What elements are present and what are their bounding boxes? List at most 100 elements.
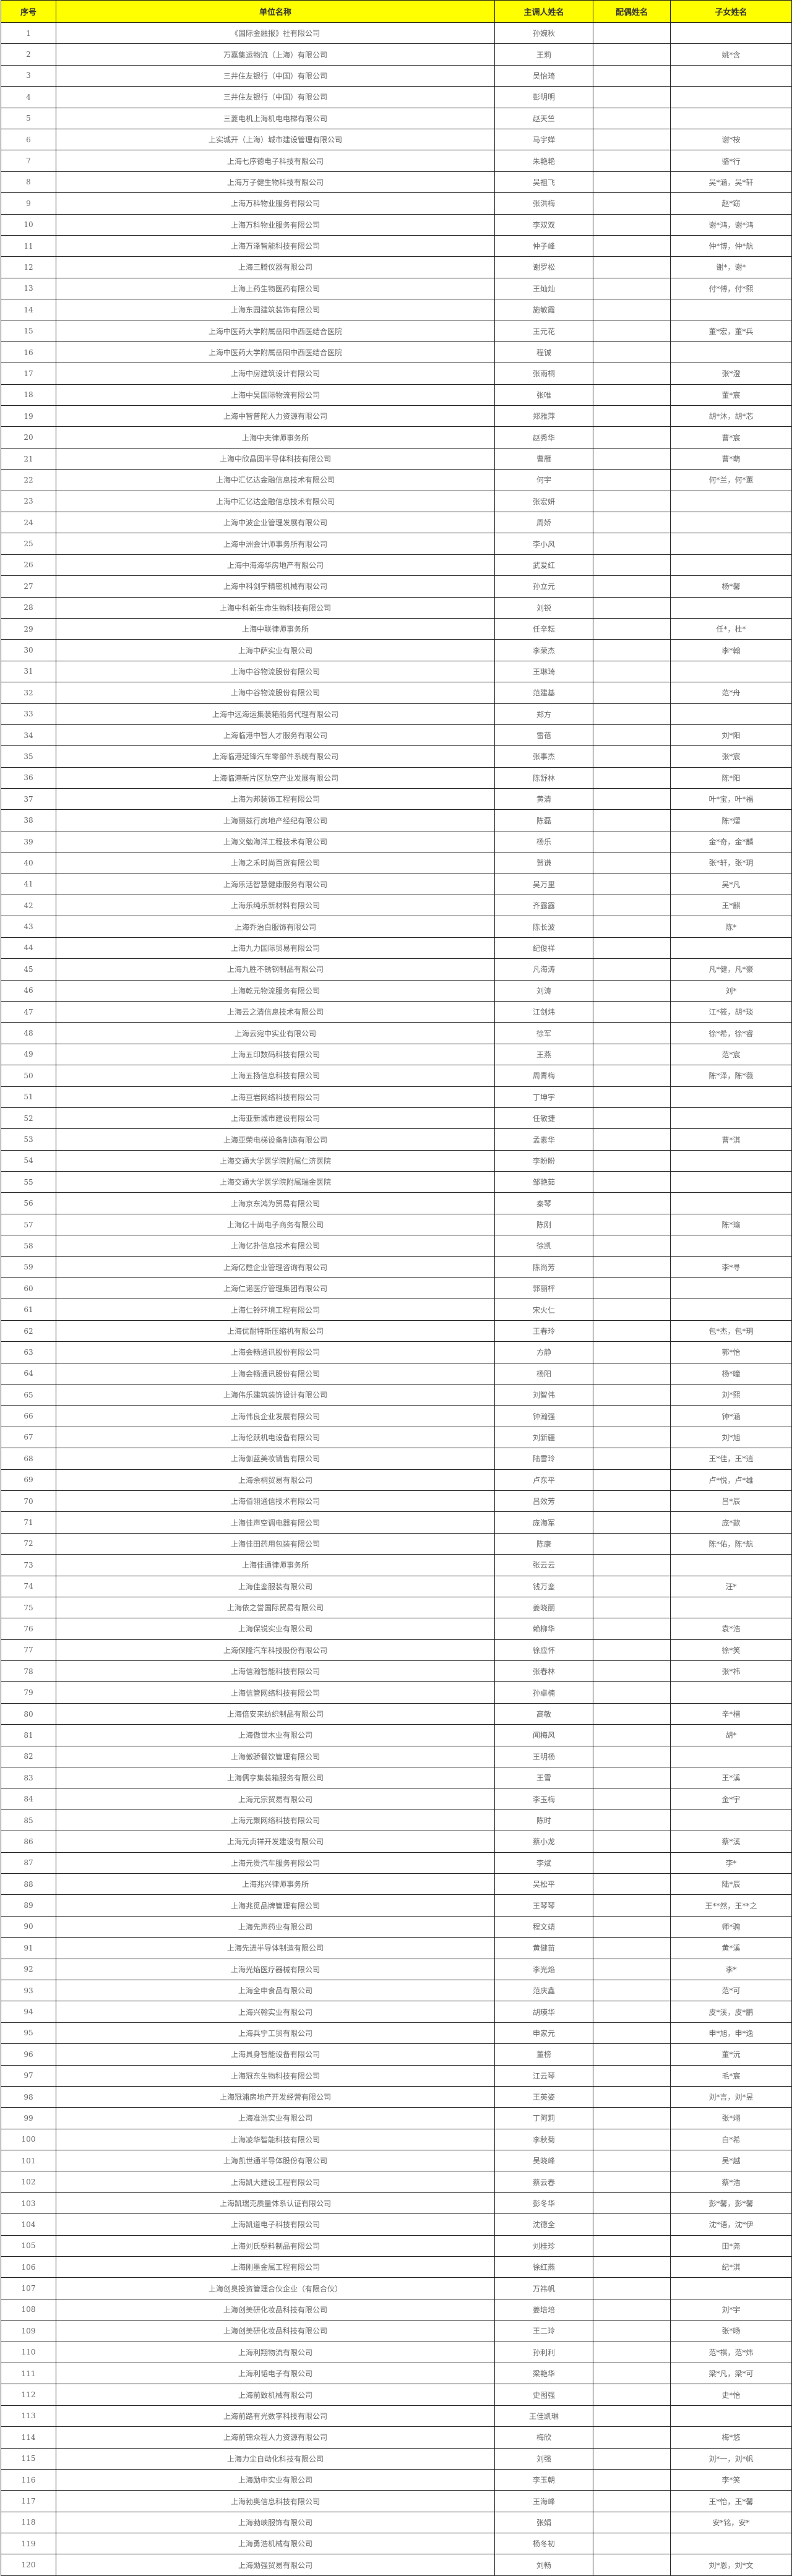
cell-children: 杨*曈: [670, 1362, 792, 1385]
cell-company: 上海中汇亿达金融信息技术有限公司: [56, 469, 495, 491]
cell-no: 103: [1, 2192, 56, 2215]
table-row: 48 上海云宛中实业有限公司 徐军 徐*希，徐*睿: [1, 1022, 792, 1044]
cell-spouse: [593, 1448, 671, 1470]
cell-spouse: [593, 2298, 671, 2321]
cell-company: 三菱电机上海机电电梯有限公司: [56, 107, 495, 129]
cell-main-person: 蔡云春: [494, 2171, 593, 2193]
cell-children: [670, 299, 792, 321]
cell-main-person: 李荣杰: [494, 639, 593, 661]
cell-main-person: 李秋菊: [494, 2128, 593, 2151]
cell-main-person: 刘桂珍: [494, 2235, 593, 2257]
table-row: 84 上海元宗贸易有限公司 李玉梅 金*宇: [1, 1788, 792, 1810]
cell-spouse: [593, 1532, 671, 1555]
table-row: 34 上海临港中智人才服务有限公司 雷蓓 刘*阳: [1, 724, 792, 747]
cell-main-person: 徐凯: [494, 1235, 593, 1257]
cell-no: 88: [1, 1873, 56, 1896]
table-row: 70 上海佰翎通信技术有限公司 吕效芳 吕*辰: [1, 1490, 792, 1513]
cell-main-person: 姜培培: [494, 2298, 593, 2321]
cell-children: [670, 1596, 792, 1619]
cell-children: 张*澄: [670, 363, 792, 385]
table-row: 5 三菱电机上海机电电梯有限公司 赵天竺: [1, 107, 792, 129]
cell-spouse: [593, 150, 671, 172]
cell-no: 3: [1, 64, 56, 87]
table-row: 44 上海九力国际贸易有限公司 纪俊祥: [1, 937, 792, 960]
cell-company: 上海中谷物流股份有限公司: [56, 660, 495, 683]
cell-spouse: [593, 1937, 671, 1959]
cell-children: 辛*楷: [670, 1702, 792, 1725]
cell-no: 100: [1, 2128, 56, 2151]
cell-spouse: [593, 1511, 671, 1534]
cell-company: 上海元贞祥开发建设有限公司: [56, 1831, 495, 1853]
table-row: 10 上海万科物业服务有限公司 李双双 谢*鸿，谢*鸿: [1, 213, 792, 236]
cell-main-person: 陈长波: [494, 916, 593, 938]
cell-children: [670, 1149, 792, 1172]
cell-company: 上海京东鸿为贸易有限公司: [56, 1192, 495, 1214]
cell-no: 36: [1, 766, 56, 789]
cell-main-person: 刘畅: [494, 2554, 593, 2576]
cell-spouse: [593, 1809, 671, 1832]
cell-spouse: [593, 2511, 671, 2534]
cell-no: 62: [1, 1320, 56, 1342]
cell-spouse: [593, 511, 671, 534]
cell-main-person: 黄健苗: [494, 1937, 593, 1959]
table-row: 73 上海佳通律师事务所 张云云: [1, 1554, 792, 1576]
cell-spouse: [593, 1596, 671, 1619]
cell-main-person: 孙利利: [494, 2341, 593, 2363]
cell-company: 上海中智普陀人力资源有限公司: [56, 405, 495, 427]
cell-spouse: [593, 277, 671, 300]
cell-no: 87: [1, 1852, 56, 1874]
cell-no: 63: [1, 1341, 56, 1363]
cell-spouse: [593, 2022, 671, 2045]
cell-children: 申*旭，申*逸: [670, 2022, 792, 2045]
table-row: 46 上海乾元物流服务有限公司 刘涛 刘*: [1, 979, 792, 1002]
cell-main-person: 周青梅: [494, 1065, 593, 1087]
cell-main-person: 庞海军: [494, 1511, 593, 1534]
cell-no: 45: [1, 958, 56, 981]
cell-company: 上海凯道电子科技有限公司: [56, 2213, 495, 2236]
cell-main-person: 蔡小龙: [494, 1831, 593, 1853]
cell-main-person: 陈舒林: [494, 766, 593, 789]
table-row: 112 上海前致机械有限公司 史图强 史*怡: [1, 2384, 792, 2406]
cell-children: 李*寻: [670, 1256, 792, 1279]
cell-no: 67: [1, 1426, 56, 1449]
cell-no: 93: [1, 1979, 56, 2002]
cell-spouse: [593, 1702, 671, 1725]
cell-main-person: 王元花: [494, 320, 593, 342]
table-row: 63 上海会畅通讯股份有限公司 方静 郭*怡: [1, 1341, 792, 1363]
table-row: 19 上海中智普陀人力资源有限公司 郑雅萍 胡*沐，胡*芯: [1, 405, 792, 427]
cell-company: 上海亚新城市建设有限公司: [56, 1107, 495, 1130]
cell-spouse: [593, 958, 671, 981]
table-row: 77 上海保隆汽车科技股份有限公司 徐应怀 徐*笑: [1, 1639, 792, 1662]
cell-main-person: 杨冬初: [494, 2533, 593, 2555]
cell-company: 上海勃峡服饰有限公司: [56, 2511, 495, 2534]
cell-company: 上海刚墨金属工程有限公司: [56, 2256, 495, 2278]
cell-children: 王*溪: [670, 1767, 792, 1789]
table-row: 91 上海先进半导体制造有限公司 黄健苗 黄*溪: [1, 1937, 792, 1959]
cell-company: 上海凯大建设工程有限公司: [56, 2171, 495, 2193]
table-row: 35 上海临港延锋汽车零部件系统有限公司 张事杰 张*宸: [1, 745, 792, 768]
cell-company: 上海乐纯乐新材料有限公司: [56, 895, 495, 917]
cell-spouse: [593, 1915, 671, 1938]
cell-main-person: 邹艳茹: [494, 1171, 593, 1193]
cell-children: [670, 1107, 792, 1130]
cell-main-person: 宋火仁: [494, 1299, 593, 1321]
cell-children: 蔡*浩: [670, 2171, 792, 2193]
cell-main-person: 朱艳艳: [494, 150, 593, 172]
table-row: 78 上海信瀚智能科技有限公司 张春林 张*祎: [1, 1660, 792, 1683]
cell-children: 刘*熙: [670, 1383, 792, 1406]
table-row: 97 上海冠东生物科技有限公司 江云琴 毛*宸: [1, 2064, 792, 2087]
cell-spouse: [593, 1681, 671, 1704]
cell-company: 上海冠东生物科技有限公司: [56, 2064, 495, 2087]
cell-children: 史*怡: [670, 2384, 792, 2406]
table-row: 58 上海亿扑信息技术有限公司 徐凯: [1, 1235, 792, 1257]
table-row: 17 上海中房建筑设计有限公司 张雨桐 张*澄: [1, 363, 792, 385]
cell-no: 117: [1, 2490, 56, 2512]
cell-company: 三井住友银行（中国）有限公司: [56, 86, 495, 108]
table-row: 27 上海中科剑宇精密机械有限公司 孙立元 杨*馨: [1, 575, 792, 598]
cell-children: 杨*馨: [670, 575, 792, 598]
cell-company: 上海元聚网络科技有限公司: [56, 1809, 495, 1832]
cell-children: 张*轩，张*玥: [670, 852, 792, 874]
cell-no: 74: [1, 1575, 56, 1597]
cell-company: 上海勋强贸易有限公司: [56, 2554, 495, 2576]
cell-children: 付*傅，付*熙: [670, 277, 792, 300]
